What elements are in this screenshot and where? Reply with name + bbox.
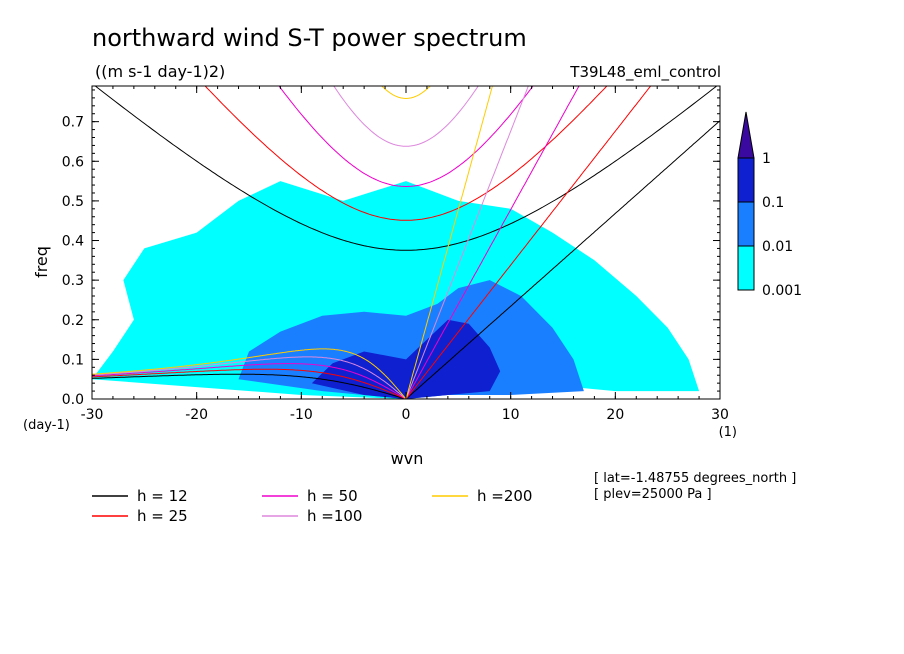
spectrum-region-0.1 <box>311 319 501 399</box>
y-tick-label: 0.3 <box>62 273 84 289</box>
kelvin-curve-h12 <box>405 120 720 399</box>
legend-label: h =100 <box>307 507 362 525</box>
annotation-plev: [ plev=25000 Pa ] <box>594 487 712 502</box>
rossby-curve-h12 <box>92 373 407 399</box>
colorbar-label: 0.001 <box>762 283 802 299</box>
y-tick-label: 0.2 <box>62 313 84 329</box>
legend: h = 12 h = 25 h = 50 h =100 h =200 <box>92 487 532 525</box>
x-axis-title: wvn <box>391 449 424 468</box>
y-tick-label: 0.6 <box>62 154 84 170</box>
x-tick-label: 20 <box>606 407 624 423</box>
x-tick-label: 30 <box>711 407 729 423</box>
x-tick-label: -20 <box>185 407 208 423</box>
y-tick-label: 0.4 <box>62 234 84 250</box>
gravity-curve-h200 <box>381 86 431 100</box>
chart-title: northward wind S-T power spectrum <box>92 24 527 52</box>
rossby-curve-h100 <box>92 356 407 399</box>
gravity-curve-h100 <box>333 86 479 147</box>
colorbar: 1 0.1 0.01 0.001 <box>737 111 802 299</box>
kelvin-curve-h25 <box>405 86 652 399</box>
legend-label: h = 25 <box>137 507 188 525</box>
y-tick-label: 0.7 <box>62 115 84 131</box>
gravity-curve-h25 <box>204 86 608 221</box>
rossby-curve-h200 <box>92 348 407 399</box>
rossby-curve-h50 <box>92 363 407 399</box>
x-tick-label: 10 <box>502 407 520 423</box>
colorbar-swatch <box>737 157 755 203</box>
plot-area <box>92 86 720 399</box>
y-unit-label: (day-1) <box>23 418 70 433</box>
kelvin-curve-h200 <box>405 86 493 399</box>
chart-subtitle: ((m s-1 day-1)2) <box>95 62 225 81</box>
gravity-curve-h50 <box>278 86 534 188</box>
gravity-curve-h12 <box>94 86 718 251</box>
kelvin-curve-h100 <box>405 86 529 399</box>
x-tick-label: -30 <box>81 407 104 423</box>
legend-label: h = 50 <box>307 487 358 505</box>
y-axis-title: freq <box>32 246 51 278</box>
dispersion-curves <box>92 86 720 399</box>
x-tick-label: 0 <box>402 407 411 423</box>
x-unit-label: (1) <box>719 425 737 440</box>
x-tick-label: -10 <box>290 407 313 423</box>
colorbar-swatch <box>737 245 755 291</box>
legend-label: h = 12 <box>137 487 188 505</box>
colorbar-label: 0.01 <box>762 239 793 255</box>
rossby-curve-h25 <box>92 368 407 399</box>
y-tick-label: 0.0 <box>62 392 84 408</box>
run-label: T39L48_eml_control <box>569 63 721 82</box>
x-axis: -30 -20 -10 0 10 20 30 <box>81 86 729 423</box>
colorbar-extend-arrow <box>737 111 755 159</box>
y-tick-label: 0.5 <box>62 194 84 210</box>
kelvin-curve-h50 <box>405 86 580 399</box>
legend-label: h =200 <box>477 487 532 505</box>
y-axis: 0.0 0.1 0.2 0.3 0.4 0.5 0.6 0.7 <box>62 89 720 408</box>
y-tick-label: 0.1 <box>62 352 84 368</box>
colorbar-label: 1 <box>762 151 771 167</box>
annotation-lat: [ lat=-1.48755 degrees_north ] <box>594 471 796 486</box>
colorbar-swatch <box>737 201 755 247</box>
spectrum-fill <box>92 181 700 399</box>
colorbar-label: 0.1 <box>762 195 784 211</box>
